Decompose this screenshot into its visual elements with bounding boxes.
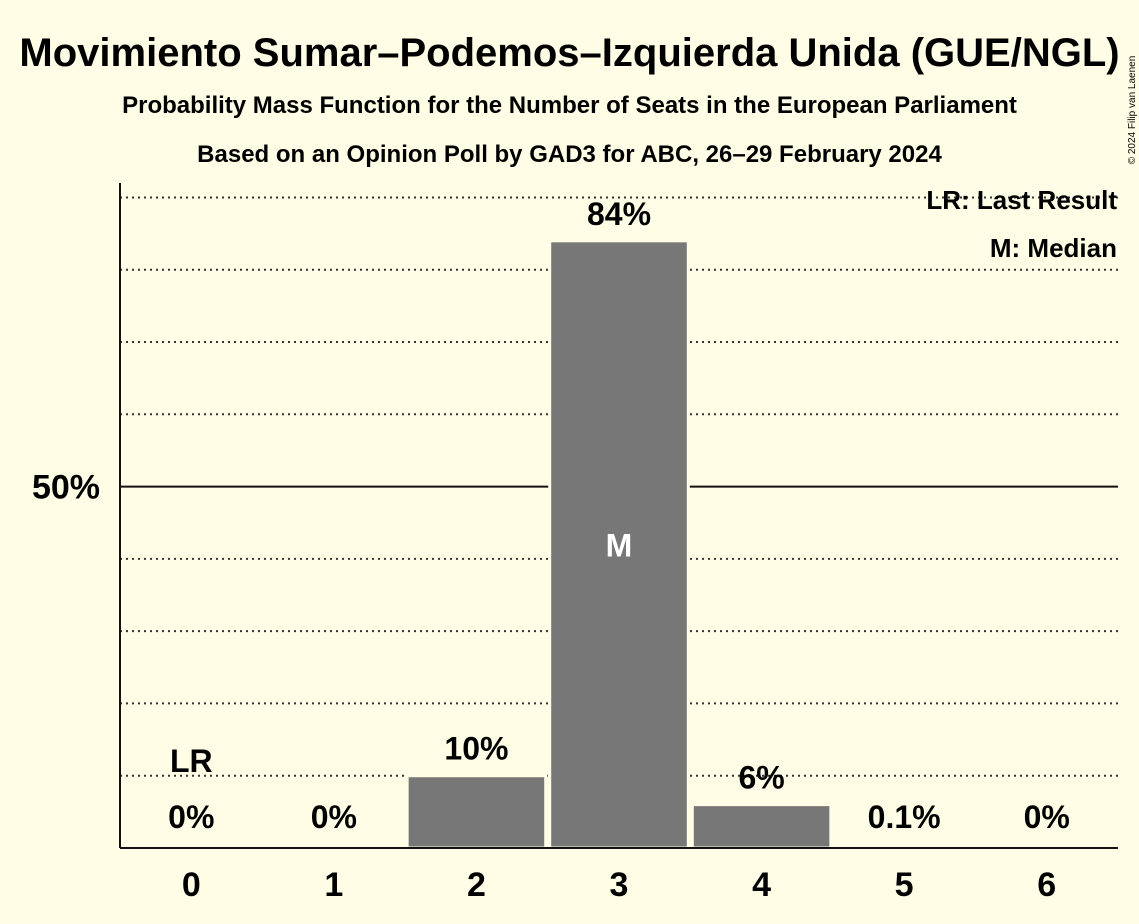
x-tick-label-3: 3: [610, 866, 629, 904]
x-tick-label-5: 5: [895, 866, 914, 904]
bars: [405, 239, 975, 850]
bar-2: [405, 774, 548, 850]
value-label-6: 0%: [1024, 799, 1070, 835]
y-tick-label-50: 50%: [32, 469, 100, 507]
x-tick-label-2: 2: [467, 866, 486, 904]
axes: 50% 0 1 2 3 4 5 6: [32, 183, 1118, 904]
x-tick-label-1: 1: [324, 866, 343, 904]
last-result-marker: LR: [170, 743, 213, 779]
bar-3: [548, 239, 690, 850]
x-tick-label-0: 0: [182, 866, 201, 904]
value-label-2: 10%: [444, 731, 508, 767]
value-label-5: 0.1%: [868, 799, 941, 835]
bar-4: [690, 803, 833, 850]
median-marker: M: [606, 527, 633, 563]
chart-subtitle: Probability Mass Function for the Number…: [122, 92, 1017, 119]
legend-median: M: Median: [990, 233, 1117, 263]
x-tick-label-4: 4: [752, 866, 771, 904]
value-label-0: 0%: [168, 799, 214, 835]
x-tick-label-6: 6: [1037, 866, 1056, 904]
copyright-notice: © 2024 Filip van Laenen: [1127, 56, 1138, 165]
value-label-1: 0%: [311, 799, 357, 835]
value-label-3: 84%: [587, 196, 651, 232]
legend-last-result: LR: Last Result: [926, 185, 1117, 215]
data-labels: 0% 0% 10% 84% 6% 0.1% 0% LR M: [168, 196, 1070, 835]
chart-subtitle-source: Based on an Opinion Poll by GAD3 for ABC…: [197, 141, 942, 168]
chart-title: Movimiento Sumar–Podemos–Izquierda Unida…: [19, 31, 1119, 75]
value-label-4: 6%: [738, 760, 784, 796]
